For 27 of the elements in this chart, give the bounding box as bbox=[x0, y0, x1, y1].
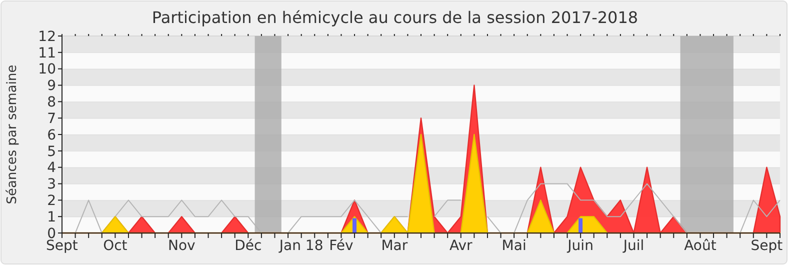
y-tick-label: 11 bbox=[38, 45, 56, 62]
y-tick-label: 6 bbox=[47, 127, 56, 144]
x-tick-label: Avr bbox=[449, 238, 473, 254]
y-tick-label: 8 bbox=[47, 94, 56, 111]
x-tick-label: Sept bbox=[750, 238, 784, 254]
y-axis-title: Séances par semaine bbox=[5, 64, 20, 204]
y-tick-label: 4 bbox=[47, 160, 56, 176]
y-tick-label: 3 bbox=[47, 176, 56, 193]
x-tick-label: Juin bbox=[566, 238, 594, 254]
y-tick-label: 12 bbox=[38, 28, 56, 45]
y-tick-label: 2 bbox=[47, 193, 56, 210]
y-tick-label: 1 bbox=[47, 209, 56, 226]
y-tick-label: 7 bbox=[47, 110, 56, 127]
x-tick-label: Fév bbox=[329, 238, 354, 254]
x-tick-label: Déc bbox=[234, 238, 262, 254]
y-tick-label: 5 bbox=[47, 144, 56, 160]
x-tick-label: Nov bbox=[168, 238, 196, 254]
x-tick-label: Mai bbox=[502, 238, 526, 254]
y-tick-label: 10 bbox=[38, 62, 56, 78]
x-tick-label: Août bbox=[684, 238, 717, 254]
x-tick-label: Jan 18 bbox=[278, 238, 324, 254]
x-tick-label: Mar bbox=[381, 238, 408, 254]
x-tick-label: Sept bbox=[46, 238, 78, 254]
x-tick-label: Oct bbox=[103, 238, 128, 254]
chart-title: Participation en hémicycle au cours de la session 2017-2018 bbox=[152, 8, 638, 27]
x-tick-label: Juil bbox=[622, 238, 644, 254]
y-tick-label: 9 bbox=[47, 78, 56, 94]
